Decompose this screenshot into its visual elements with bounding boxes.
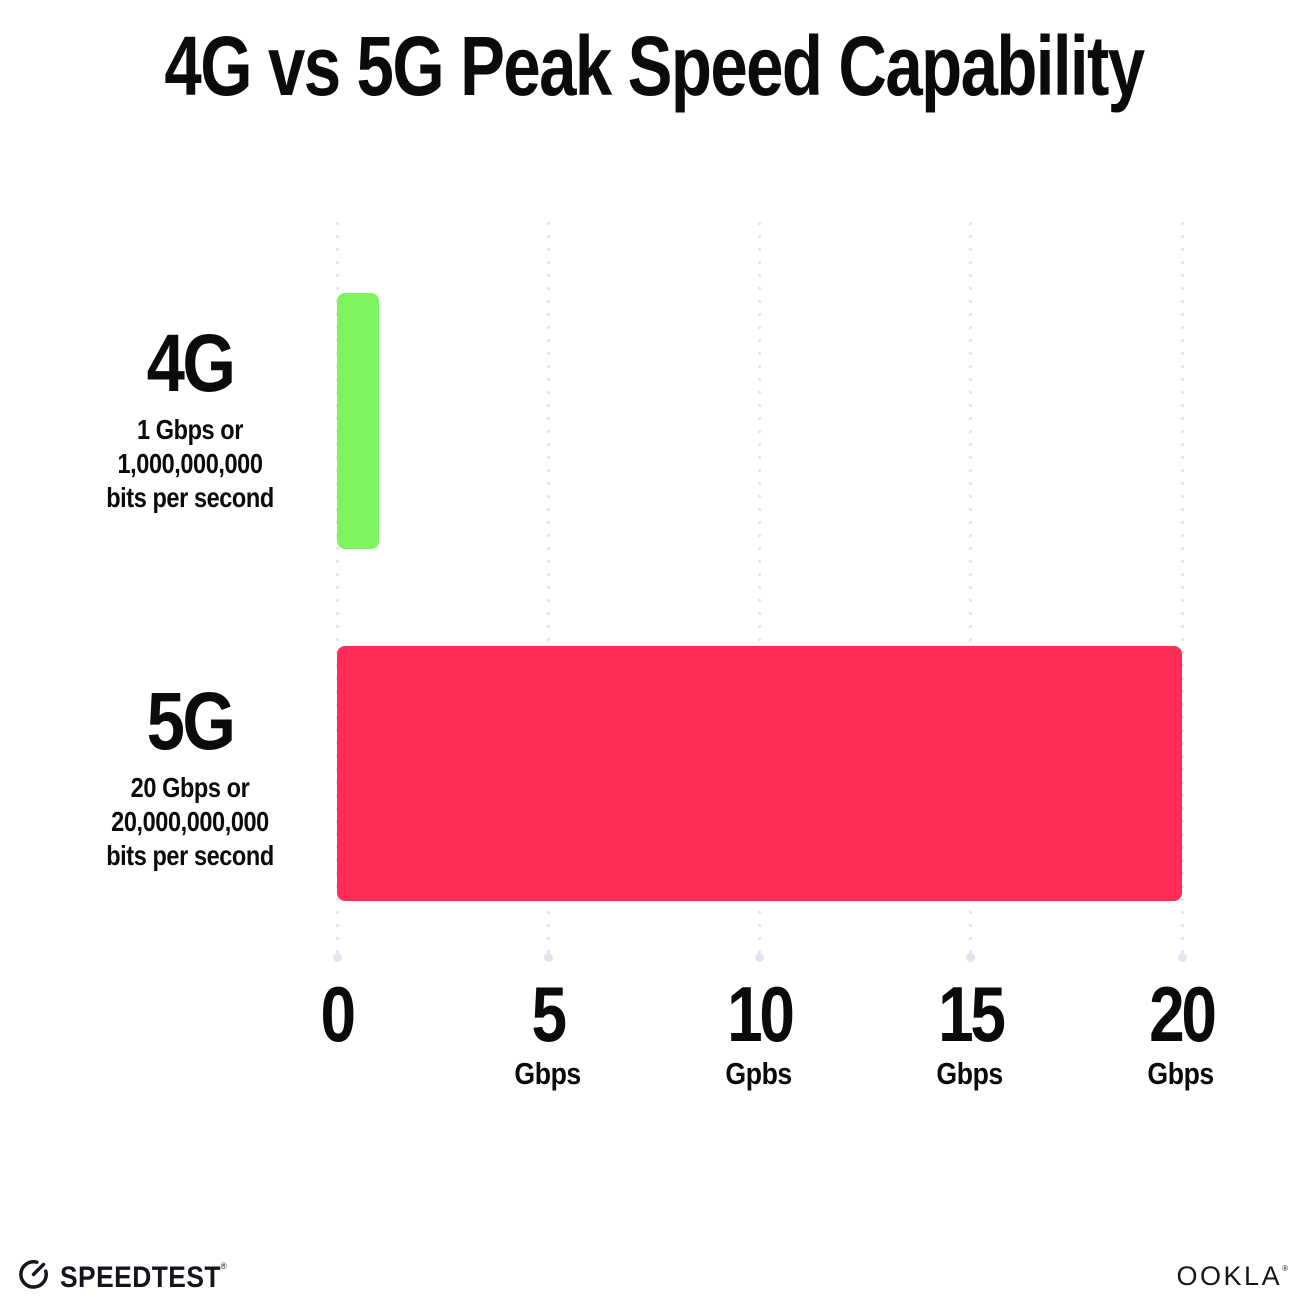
gridline — [332, 222, 342, 962]
gridline-end-dot — [543, 953, 553, 962]
row-label-5g: 5G 20 Gbps or 20,000,000,000 bits per se… — [51, 681, 328, 873]
bar — [337, 293, 380, 549]
gridline-end-dot — [755, 953, 764, 962]
x-tick-value: 10 — [726, 970, 795, 1058]
x-tick-unit: Gbps — [1147, 1056, 1215, 1091]
registered-mark: ® — [220, 1261, 227, 1271]
x-axis: 0 5 Gbps 10 Gpbs 15 Gbps 20 Gbps — [0, 970, 1308, 1098]
gridline-end-dot — [966, 953, 976, 962]
speedtest-gauge-icon — [16, 1255, 51, 1290]
gridline — [966, 222, 976, 962]
bar-label-5g: 5G — [146, 676, 236, 767]
x-tick: 10 Gpbs — [649, 970, 869, 1091]
x-tick: 5 Gbps — [438, 970, 658, 1091]
bar-sublabel: bits per second — [106, 840, 274, 871]
speedtest-wordmark: SPEEDTEST® — [60, 1261, 227, 1294]
bar-sublabel: 1,000,000,000 — [117, 448, 263, 479]
bar-sublabel: bits per second — [106, 482, 274, 513]
ookla-wordmark: OOKLA® — [1176, 1261, 1288, 1291]
bar-sublabel: 1 Gbps or — [136, 414, 243, 445]
x-tick-value: 5 — [531, 970, 568, 1058]
bar-label-4g: 4G — [146, 318, 236, 409]
x-tick: 15 Gbps — [860, 970, 1080, 1091]
speedtest-logo: SPEEDTEST® — [16, 1249, 250, 1295]
x-tick-unit: Gpbs — [725, 1056, 793, 1091]
gridline — [1177, 222, 1187, 962]
x-tick-unit: Gbps — [514, 1056, 582, 1091]
x-tick: 20 Gbps — [1071, 970, 1291, 1091]
plot-area — [332, 222, 1187, 962]
bar-sublabel: 20,000,000,000 — [111, 806, 269, 837]
chart-title: 4G vs 5G Peak Speed Capability — [164, 19, 1145, 113]
row-label-4g: 4G 1 Gbps or 1,000,000,000 bits per seco… — [51, 323, 328, 515]
gridline — [543, 222, 553, 962]
x-tick-value: 20 — [1148, 970, 1217, 1058]
x-tick-value: 15 — [937, 970, 1006, 1058]
x-tick-value: 0 — [320, 970, 357, 1058]
gridline — [755, 222, 764, 962]
x-tick: 0 — [227, 970, 447, 1076]
registered-mark: ® — [1282, 1264, 1288, 1273]
bar — [337, 646, 1182, 901]
bar-sublabel: 20 Gbps or — [130, 772, 250, 803]
x-tick-unit: Gbps — [936, 1056, 1004, 1091]
gridline-end-dot — [1177, 953, 1187, 962]
ookla-logo: OOKLA® — [1177, 1254, 1288, 1291]
gridline-end-dot — [332, 953, 342, 962]
